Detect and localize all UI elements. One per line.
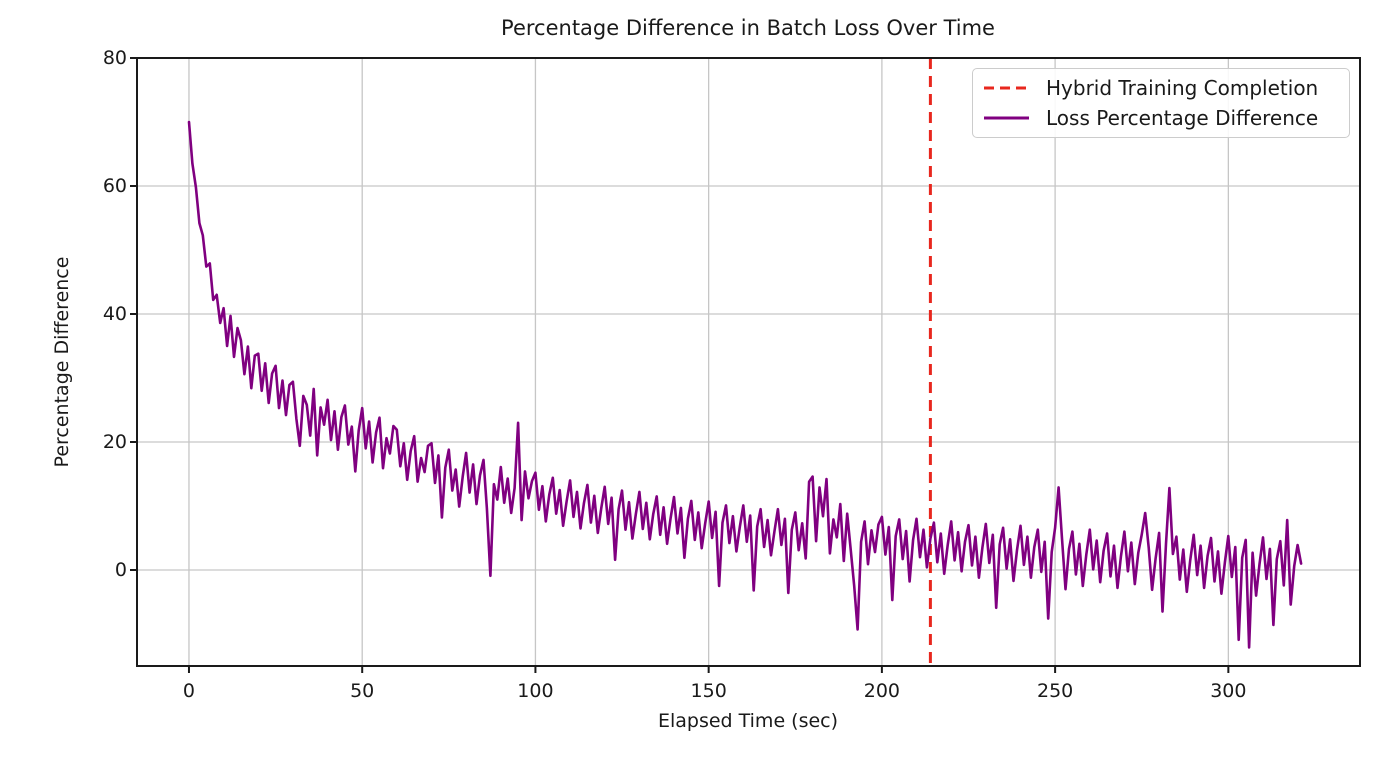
axes-spines xyxy=(136,57,1361,667)
x-tick-label: 300 xyxy=(1210,680,1247,702)
x-tick-label: 250 xyxy=(1036,680,1074,702)
solid-purple-line-icon xyxy=(984,116,1029,120)
legend: Hybrid Training Completion Loss Percenta… xyxy=(972,68,1350,138)
y-tick-label: 20 xyxy=(102,431,127,453)
y-tick-label: 80 xyxy=(102,47,127,69)
x-tick-label: 50 xyxy=(350,680,375,702)
legend-label: Hybrid Training Completion xyxy=(1046,76,1319,101)
chart-title: Percentage Difference in Batch Loss Over… xyxy=(501,16,995,40)
loss-percentage-line xyxy=(187,120,1303,649)
legend-entry-loss-difference: Loss Percentage Difference xyxy=(983,106,1339,130)
x-tick-label: 150 xyxy=(690,680,727,702)
y-tick-label: 60 xyxy=(102,175,127,197)
legend-entry-hybrid-completion: Hybrid Training Completion xyxy=(983,76,1339,100)
x-tick-label: 200 xyxy=(863,680,901,702)
dashed-red-line-icon xyxy=(984,86,1029,90)
y-tick-label: 40 xyxy=(102,303,127,325)
y-tick-label: 0 xyxy=(114,559,127,581)
x-axis-label: Elapsed Time (sec) xyxy=(657,710,839,732)
x-tick-label: 0 xyxy=(182,680,196,702)
tick-marks xyxy=(130,57,1230,673)
legend-label: Loss Percentage Difference xyxy=(1046,105,1319,130)
grid-lines xyxy=(137,57,1360,666)
x-tick-label: 100 xyxy=(517,680,554,702)
